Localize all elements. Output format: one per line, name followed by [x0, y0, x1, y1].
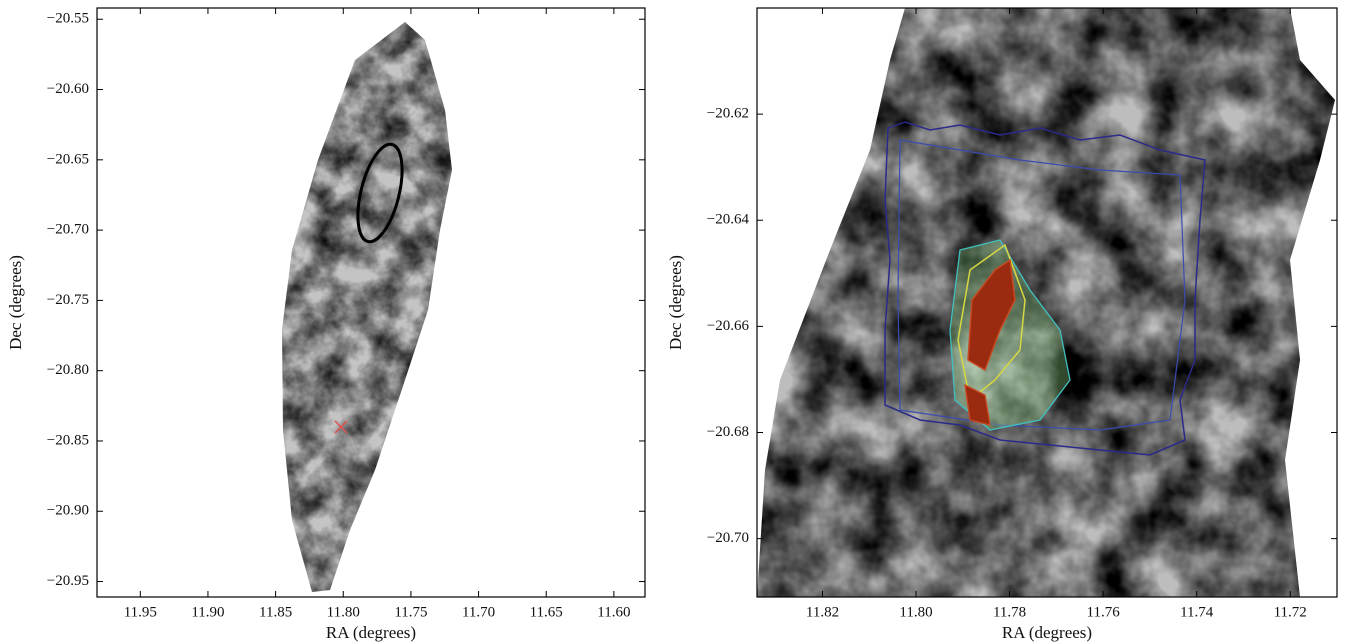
- x-tick-label: 11.74: [1180, 604, 1214, 620]
- x-tick-label: 11.70: [462, 604, 495, 620]
- y-axis-label: Dec (degrees): [6, 255, 25, 350]
- y-tick-label: −20.95: [47, 573, 89, 589]
- y-tick-label: −20.80: [47, 362, 89, 378]
- y-tick-label: −20.60: [47, 81, 89, 97]
- x-tick-label: 11.90: [191, 604, 224, 620]
- y-tick-label: −20.64: [707, 212, 750, 228]
- y-tick-label: −20.68: [707, 424, 749, 440]
- x-tick-label: 11.80: [327, 604, 360, 620]
- x-tick-label: 11.60: [597, 604, 630, 620]
- y-tick-label: −20.70: [707, 530, 749, 546]
- x-tick-label: 11.75: [394, 604, 427, 620]
- image-left: [282, 22, 452, 592]
- axes: 11.95 11.90 11.85 11.80 11.75 11.70 11.65 11.60…: [6, 7, 1338, 642]
- x-tick-label: 11.82: [806, 604, 839, 620]
- x-tick-label: 11.65: [530, 604, 563, 620]
- image-right: [757, 8, 1335, 597]
- x-tick-label: 11.78: [993, 604, 1026, 620]
- x-axis-label: RA (degrees): [1002, 623, 1092, 642]
- x-axis-label: RA (degrees): [326, 623, 416, 642]
- x-tick-label: 11.76: [1087, 604, 1121, 620]
- x-tick-label: 11.95: [124, 604, 157, 620]
- y-tick-label: −20.55: [47, 11, 89, 27]
- x-tick-label: 11.85: [259, 604, 292, 620]
- y-tick-label: −20.70: [47, 222, 89, 238]
- y-tick-label: −20.66: [707, 318, 750, 334]
- y-tick-label: −20.75: [47, 292, 89, 308]
- y-tick-label: −20.90: [47, 503, 89, 519]
- y-axis-label: Dec (degrees): [666, 255, 685, 350]
- plot-frame: [96, 7, 646, 598]
- y-tick-label: −20.62: [707, 106, 749, 122]
- x-tick-label: 11.80: [899, 604, 932, 620]
- x-tick-label: 11.72: [1274, 604, 1307, 620]
- plot-frame: [756, 7, 1338, 598]
- y-tick-label: −20.85: [47, 432, 89, 448]
- y-tick-label: −20.65: [47, 151, 89, 167]
